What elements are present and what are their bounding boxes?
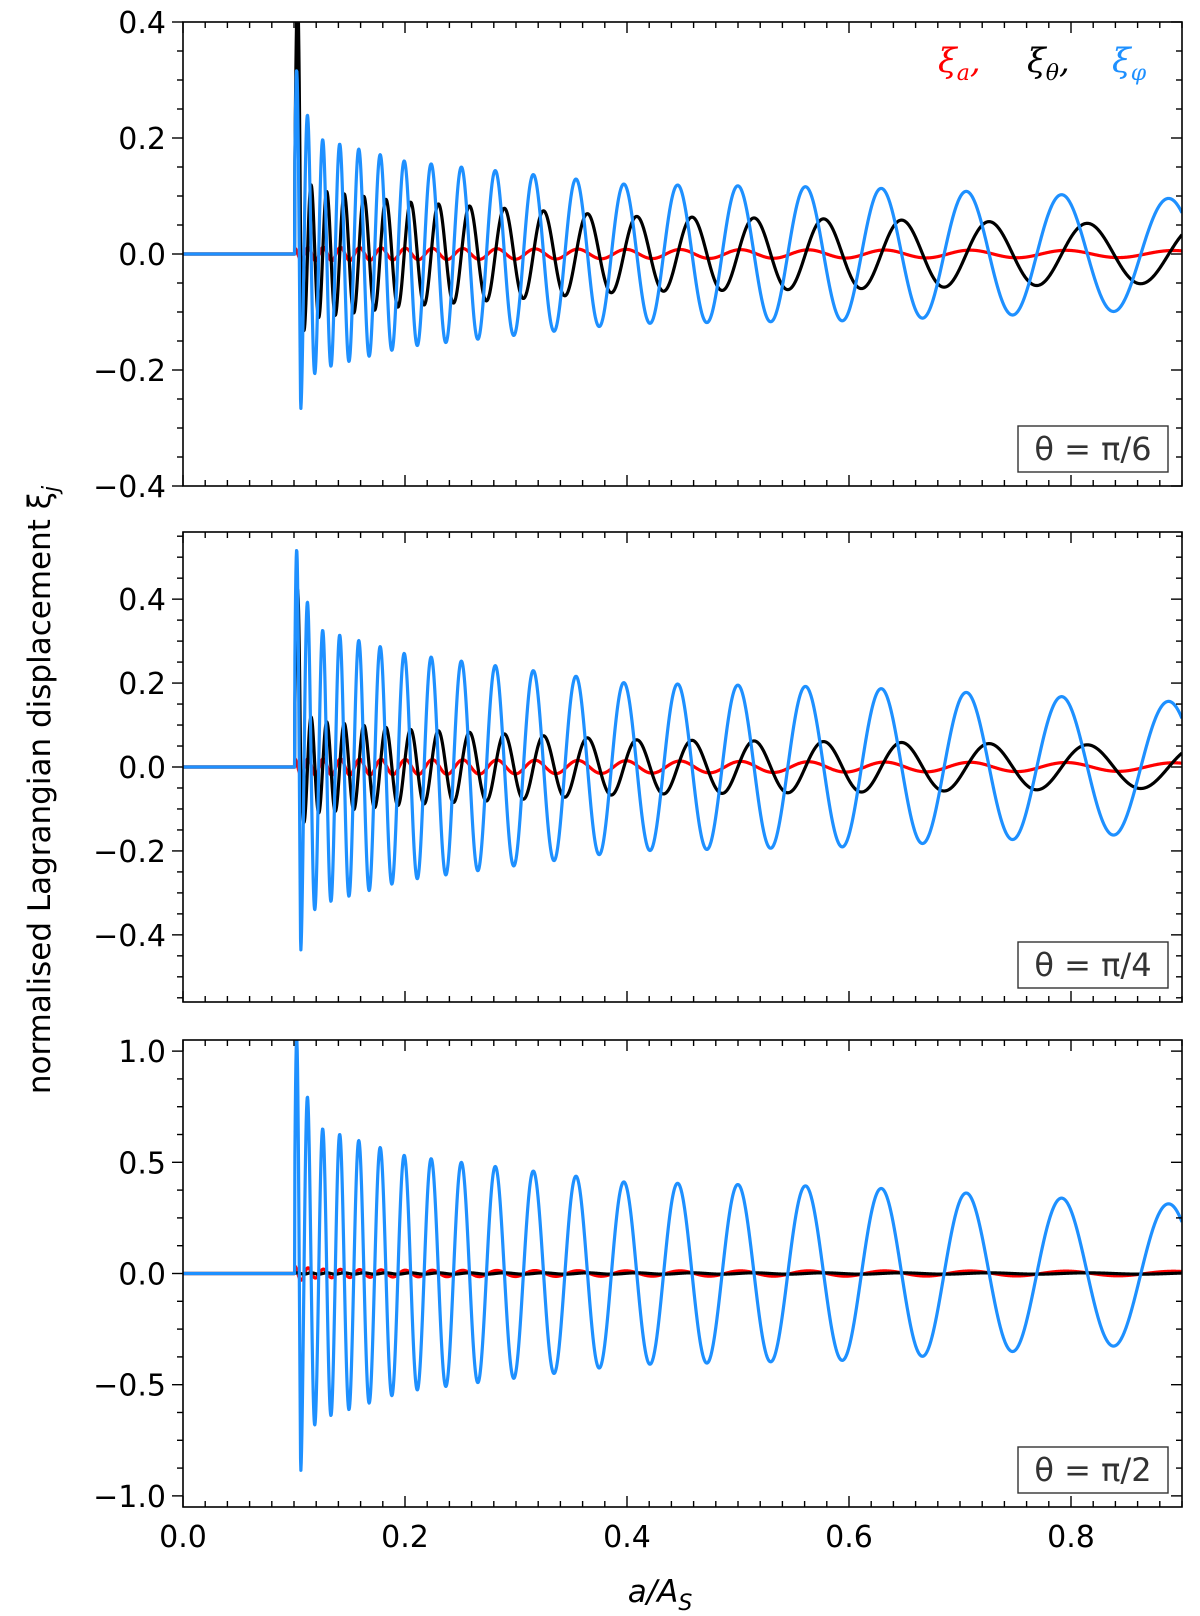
legend-entry-xi-phi: ξφ [1112,41,1147,86]
panel-label-box [1017,1446,1169,1494]
legend-sub-xi-a: a [957,61,970,86]
panel-label-box [1017,425,1169,473]
x-axis-title-sub: S [678,1591,692,1616]
legend-entry-xi-a: ξa, [938,41,981,86]
x-tick-label: 0.8 [1047,1520,1095,1555]
plot-frame [182,531,1183,1003]
legend-sep-xi-theta: , [1059,41,1070,81]
panel-label: θ = π/2 [1034,1451,1151,1489]
panels-group: −0.4−0.20.00.20.4θ = π/6−0.4−0.20.00.20.… [93,6,1183,1555]
y-axis-title-main: normalised Lagrangian displacement ξ [22,492,58,1094]
series-line-xi-a [183,245,1182,263]
x-ticks [182,532,1183,1002]
series-line-xi-theta [183,1271,1182,1276]
legend-symbol-xi-phi: ξ [1112,41,1133,81]
legend-symbol-xi-a: ξ [938,41,959,81]
panel-label: θ = π/4 [1034,946,1151,984]
series-line-xi-theta [183,587,1182,824]
y-axis-title: normalised Lagrangian displacement ξj [22,485,64,1094]
y-ticks: −1.0 −0.5 0.0 0.5 1.0 [93,1035,1182,1515]
y-tick-label: −0.2 [93,835,166,870]
panel-2: −0.4 −0.2 0.0 0.2 0.4 θ = π/4 [93,531,1183,1003]
series-line-xi-phi [183,548,1182,952]
y-tick-label: 0.0 [118,751,166,786]
series-group [183,548,1182,952]
legend: ξa, ξθ, ξφ [938,41,1147,86]
legend-entry-xi-theta: ξθ, [1027,41,1070,86]
y-tick-label: 0.0 [118,1258,166,1293]
y-ticks: −0.4 −0.2 0.0 0.2 0.4 [93,535,1182,999]
x-tick-label: 0.6 [825,1520,873,1555]
series-group [183,22,1182,410]
y-tick-label: 0.0 [118,238,166,273]
y-ticks: −0.4 −0.2 0.0 0.2 0.4 [93,6,1182,505]
series-line-xi-phi [183,1040,1182,1472]
series-line-xi-phi [183,69,1182,410]
panel-label: θ = π/6 [1034,430,1151,468]
y-axis-title-sub: j [39,485,64,495]
series-group [183,1040,1182,1472]
y-tick-label: 0.2 [118,122,166,157]
y-tick-label: −0.2 [93,354,166,389]
plot-frame [182,21,1183,487]
y-tick-label: 0.5 [118,1146,166,1181]
x-axis-title: a/AS [628,1574,693,1616]
legend-sep-xi-a: , [970,41,981,81]
y-tick-label: −0.5 [93,1369,166,1404]
x-axis-title-main: a/A [628,1574,679,1610]
x-ticks [182,22,1183,486]
legend-symbol-xi-theta: ξ [1027,41,1048,81]
y-tick-label: 0.4 [118,583,166,618]
legend-sub-xi-phi: φ [1131,61,1147,86]
panel-label-box [1017,941,1169,989]
series-line-xi-a [183,1264,1182,1282]
y-tick-label: −1.0 [93,1480,166,1515]
panel-1: −0.4 −0.2 0.0 0.2 0.4 θ = π/6 [93,6,1183,505]
x-tick-label: 0.2 [381,1520,429,1555]
legend-sub-xi-theta: θ [1046,61,1059,86]
x-tick-label: 0.0 [159,1520,207,1555]
y-tick-label: −0.4 [93,470,166,505]
panel-3: 0.0 0.2 0.4 0.6 0.8 −1.0 −0.5 0.0 0.5 1.0 θ = π/2 [93,1035,1183,1555]
y-tick-label: −0.4 [93,919,166,954]
series-line-xi-theta [183,22,1182,333]
x-ticks: 0.0 0.2 0.4 0.6 0.8 [159,1040,1183,1555]
y-tick-label: 1.0 [118,1035,166,1070]
y-tick-label: 0.2 [118,667,166,702]
y-tick-label: 0.4 [118,6,166,41]
x-tick-label: 0.4 [603,1520,651,1555]
